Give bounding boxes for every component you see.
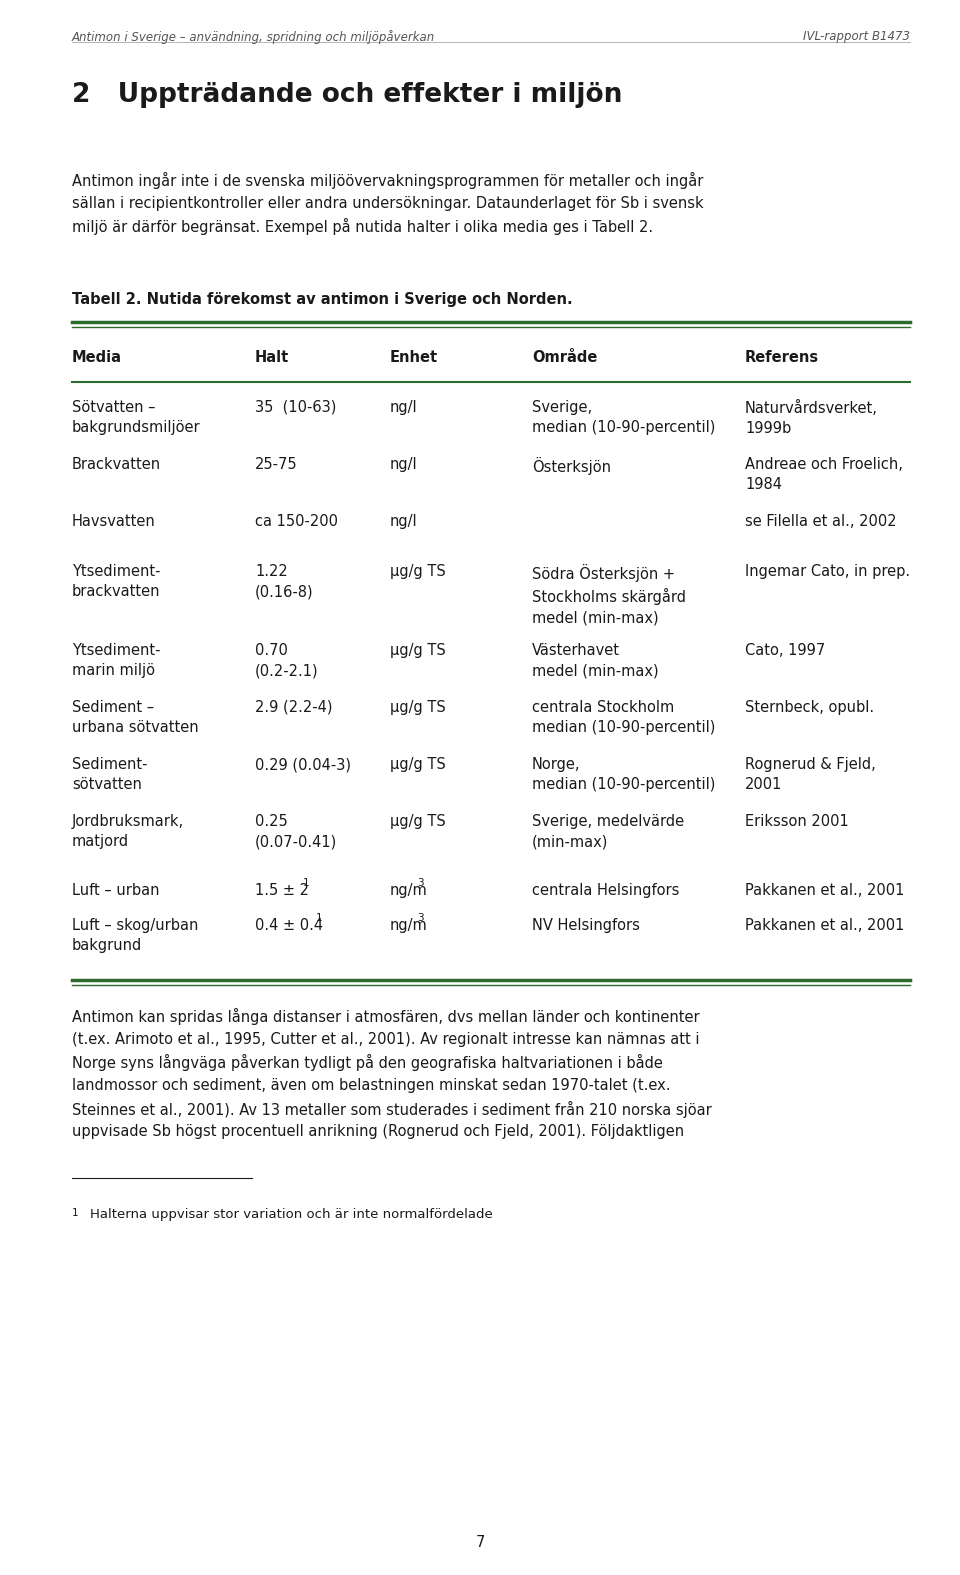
Text: µg/g TS: µg/g TS bbox=[390, 564, 445, 580]
Text: centrala Helsingfors: centrala Helsingfors bbox=[532, 884, 680, 898]
Text: Södra Österksjön +
Stockholms skärgård
medel (min-max): Södra Österksjön + Stockholms skärgård m… bbox=[532, 564, 686, 625]
Text: ng/l: ng/l bbox=[390, 513, 418, 529]
Text: 1.22
(0.16-8): 1.22 (0.16-8) bbox=[255, 564, 314, 600]
Text: Brackvatten: Brackvatten bbox=[72, 457, 161, 472]
Text: Halt: Halt bbox=[255, 350, 289, 365]
Text: µg/g TS: µg/g TS bbox=[390, 643, 445, 658]
Text: Antimon i Sverige – användning, spridning och miljöpåverkan: Antimon i Sverige – användning, spridnin… bbox=[72, 30, 435, 44]
Text: 3: 3 bbox=[418, 913, 423, 923]
Text: 1.5 ± 2: 1.5 ± 2 bbox=[255, 884, 309, 898]
Text: Pakkanen et al., 2001: Pakkanen et al., 2001 bbox=[745, 884, 904, 898]
Text: se Filella et al., 2002: se Filella et al., 2002 bbox=[745, 513, 897, 529]
Text: 35  (10-63): 35 (10-63) bbox=[255, 400, 336, 414]
Text: ng/l: ng/l bbox=[390, 457, 418, 472]
Text: 2.9 (2.2-4): 2.9 (2.2-4) bbox=[255, 699, 332, 715]
Text: 3: 3 bbox=[418, 877, 423, 888]
Text: 0.4 ± 0.4: 0.4 ± 0.4 bbox=[255, 918, 324, 932]
Text: µg/g TS: µg/g TS bbox=[390, 758, 445, 772]
Text: Österksjön: Österksjön bbox=[532, 457, 611, 476]
Text: ng/m: ng/m bbox=[390, 918, 428, 932]
Text: Antimon ingår inte i de svenska miljöövervakningsprogrammen för metaller och ing: Antimon ingår inte i de svenska miljööve… bbox=[72, 172, 704, 235]
Text: IVL-rapport B1473: IVL-rapport B1473 bbox=[803, 30, 910, 43]
Text: Havsvatten: Havsvatten bbox=[72, 513, 156, 529]
Text: Enhet: Enhet bbox=[390, 350, 438, 365]
Text: Andreae och Froelich,
1984: Andreae och Froelich, 1984 bbox=[745, 457, 902, 493]
Text: Sötvatten –
bakgrundsmiljöer: Sötvatten – bakgrundsmiljöer bbox=[72, 400, 201, 435]
Text: Område: Område bbox=[532, 350, 597, 365]
Text: 1: 1 bbox=[72, 1208, 79, 1217]
Text: 7: 7 bbox=[475, 1536, 485, 1550]
Text: Tabell 2. Nutida förekomst av antimon i Sverige och Norden.: Tabell 2. Nutida förekomst av antimon i … bbox=[72, 291, 572, 307]
Text: 0.29 (0.04-3): 0.29 (0.04-3) bbox=[255, 758, 351, 772]
Text: Media: Media bbox=[72, 350, 122, 365]
Text: Pakkanen et al., 2001: Pakkanen et al., 2001 bbox=[745, 918, 904, 932]
Text: Ingemar Cato, in prep.: Ingemar Cato, in prep. bbox=[745, 564, 910, 580]
Text: 1: 1 bbox=[316, 913, 323, 923]
Text: Sediment-
sötvatten: Sediment- sötvatten bbox=[72, 758, 148, 792]
Text: 25-75: 25-75 bbox=[255, 457, 298, 472]
Text: ca 150-200: ca 150-200 bbox=[255, 513, 338, 529]
Text: Ytsediment-
marin miljö: Ytsediment- marin miljö bbox=[72, 643, 160, 679]
Text: Luft – skog/urban
bakgrund: Luft – skog/urban bakgrund bbox=[72, 918, 199, 953]
Text: Jordbruksmark,
matjord: Jordbruksmark, matjord bbox=[72, 814, 184, 849]
Text: Cato, 1997: Cato, 1997 bbox=[745, 643, 826, 658]
Text: 1: 1 bbox=[302, 877, 309, 888]
Text: Referens: Referens bbox=[745, 350, 819, 365]
Text: Ytsediment-
brackvatten: Ytsediment- brackvatten bbox=[72, 564, 160, 600]
Text: Halterna uppvisar stor variation och är inte normalfördelade: Halterna uppvisar stor variation och är … bbox=[90, 1208, 492, 1221]
Text: Luft – urban: Luft – urban bbox=[72, 884, 159, 898]
Text: Sediment –
urbana sötvatten: Sediment – urbana sötvatten bbox=[72, 699, 199, 736]
Text: Sverige, medelvärde
(min-max): Sverige, medelvärde (min-max) bbox=[532, 814, 684, 849]
Text: centrala Stockholm
median (10-90-percentil): centrala Stockholm median (10-90-percent… bbox=[532, 699, 715, 736]
Text: Antimon kan spridas långa distanser i atmosfären, dvs mellan länder och kontinen: Antimon kan spridas långa distanser i at… bbox=[72, 1008, 711, 1139]
Text: Naturvårdsverket,
1999b: Naturvårdsverket, 1999b bbox=[745, 400, 877, 436]
Text: ng/m: ng/m bbox=[390, 884, 428, 898]
Text: µg/g TS: µg/g TS bbox=[390, 699, 445, 715]
Text: Sverige,
median (10-90-percentil): Sverige, median (10-90-percentil) bbox=[532, 400, 715, 435]
Text: Eriksson 2001: Eriksson 2001 bbox=[745, 814, 849, 828]
Text: 0.70
(0.2-2.1): 0.70 (0.2-2.1) bbox=[255, 643, 319, 679]
Text: Rognerud & Fjeld,
2001: Rognerud & Fjeld, 2001 bbox=[745, 758, 876, 792]
Text: 0.25
(0.07-0.41): 0.25 (0.07-0.41) bbox=[255, 814, 337, 849]
Text: ng/l: ng/l bbox=[390, 400, 418, 414]
Text: NV Helsingfors: NV Helsingfors bbox=[532, 918, 640, 932]
Text: Sternbeck, opubl.: Sternbeck, opubl. bbox=[745, 699, 875, 715]
Text: Västerhavet
medel (min-max): Västerhavet medel (min-max) bbox=[532, 643, 659, 679]
Text: 2   Uppträdande och effekter i miljön: 2 Uppträdande och effekter i miljön bbox=[72, 82, 622, 109]
Text: Norge,
median (10-90-percentil): Norge, median (10-90-percentil) bbox=[532, 758, 715, 792]
Text: µg/g TS: µg/g TS bbox=[390, 814, 445, 828]
